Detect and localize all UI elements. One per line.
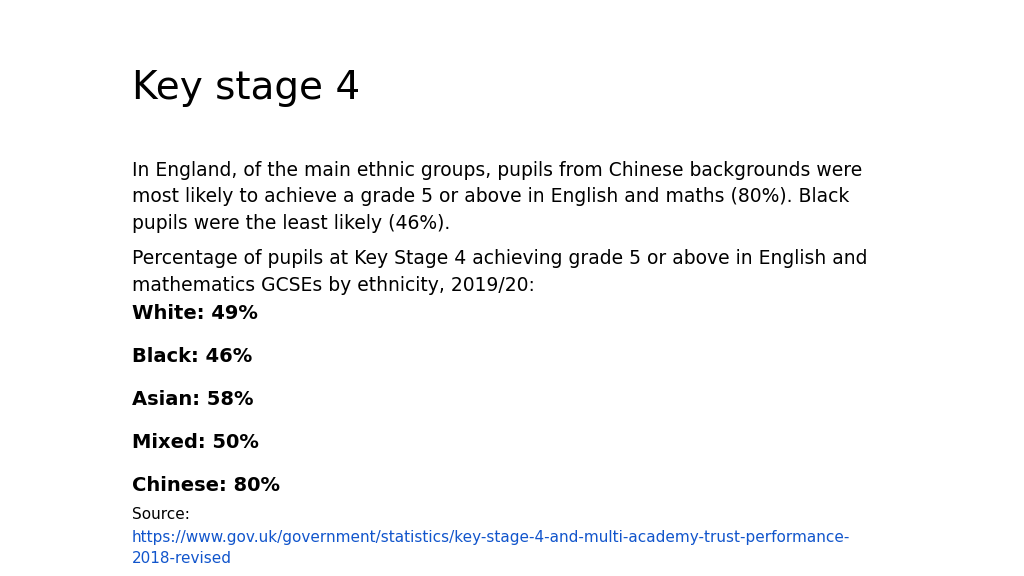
Text: Asian: 58%: Asian: 58%: [132, 390, 253, 409]
Text: In England, of the main ethnic groups, pupils from Chinese backgrounds were
most: In England, of the main ethnic groups, p…: [132, 161, 862, 233]
Text: Key stage 4: Key stage 4: [132, 69, 359, 107]
Text: Percentage of pupils at Key Stage 4 achieving grade 5 or above in English and
ma: Percentage of pupils at Key Stage 4 achi…: [132, 249, 867, 295]
Text: Black: 46%: Black: 46%: [132, 347, 252, 366]
Text: Source:: Source:: [132, 507, 189, 522]
Text: White: 49%: White: 49%: [132, 304, 257, 323]
Text: Chinese: 80%: Chinese: 80%: [132, 476, 280, 495]
Text: Mixed: 50%: Mixed: 50%: [132, 433, 258, 452]
Text: https://www.gov.uk/government/statistics/key-stage-4-and-multi-academy-trust-per: https://www.gov.uk/government/statistics…: [132, 530, 850, 566]
